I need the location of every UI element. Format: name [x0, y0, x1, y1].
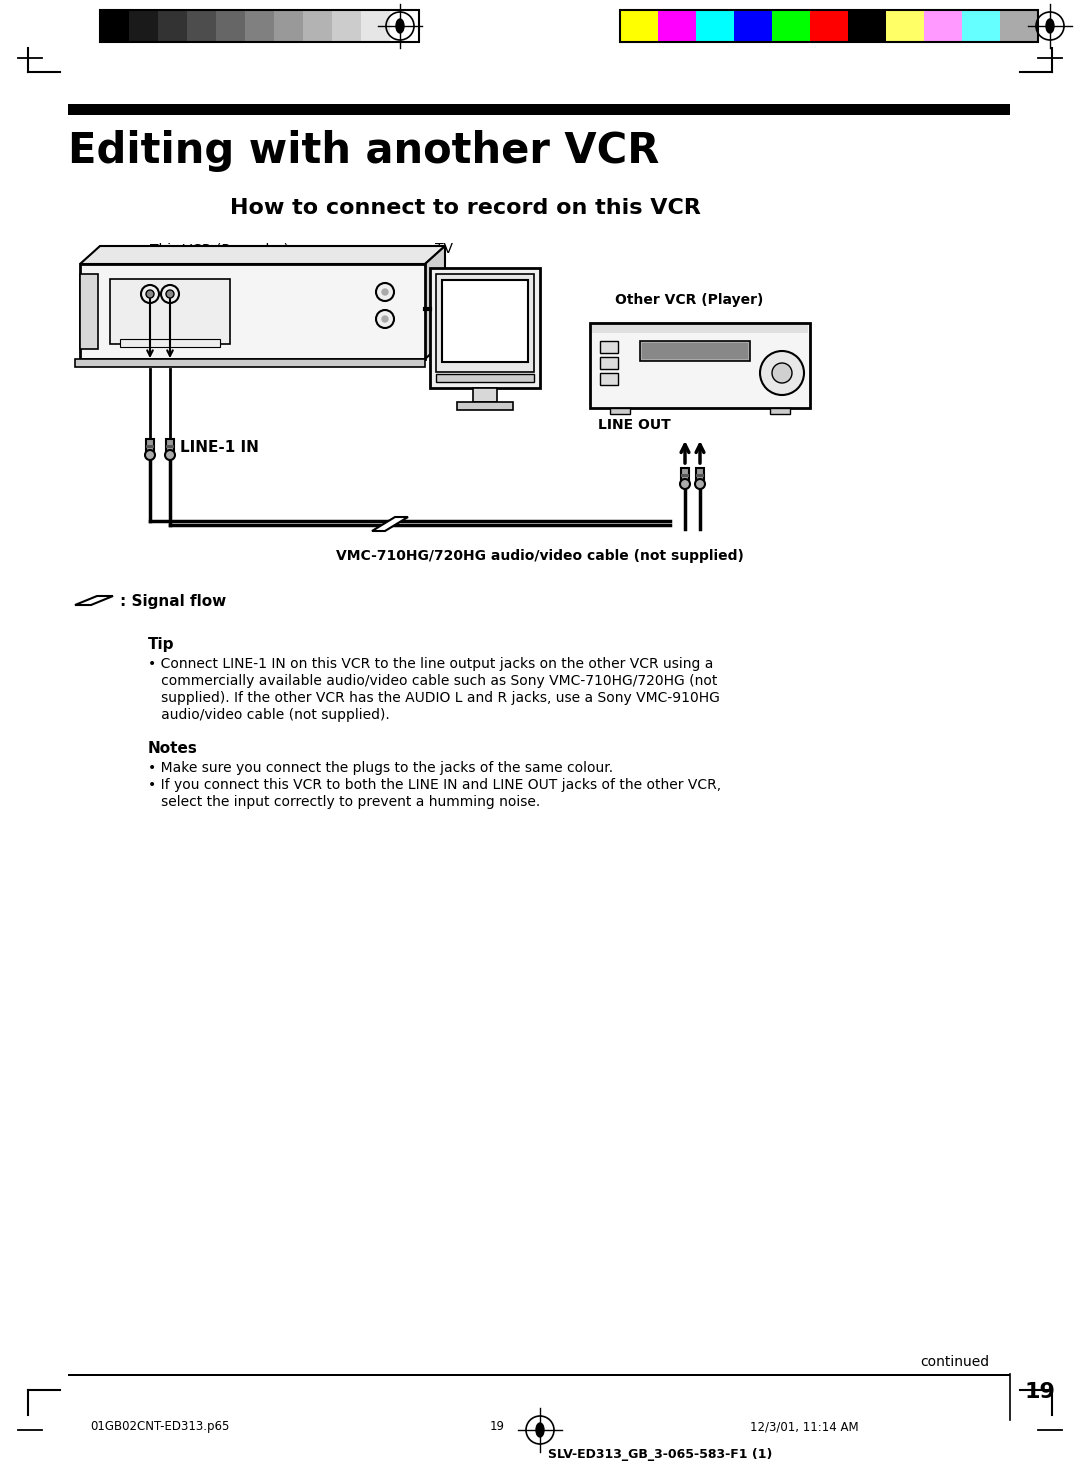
Text: Other VCR (Player): Other VCR (Player)	[615, 293, 764, 307]
Circle shape	[166, 290, 174, 299]
Polygon shape	[80, 246, 445, 263]
Bar	[457, 402, 513, 410]
Bar	[696, 474, 704, 477]
Bar	[146, 446, 154, 449]
Bar	[620, 10, 1038, 43]
Text: Editing with another VCR: Editing with another VCR	[68, 129, 660, 172]
Bar	[68, 104, 1010, 115]
Bar	[681, 468, 689, 484]
Ellipse shape	[1047, 19, 1054, 32]
Bar	[166, 446, 174, 449]
Bar	[75, 359, 426, 366]
Text: 19: 19	[1025, 1381, 1055, 1402]
Bar	[640, 341, 750, 360]
Polygon shape	[426, 246, 445, 359]
Text: LINE-1 IN: LINE-1 IN	[180, 440, 259, 455]
Polygon shape	[75, 596, 113, 605]
Bar	[600, 341, 618, 353]
Bar	[361, 10, 390, 43]
Text: SLV-ED313_GB_3-065-583-F1 (1): SLV-ED313_GB_3-065-583-F1 (1)	[548, 1447, 772, 1461]
Bar	[166, 438, 174, 455]
Ellipse shape	[396, 19, 404, 32]
Circle shape	[161, 285, 179, 303]
Circle shape	[141, 285, 159, 303]
Circle shape	[680, 480, 690, 488]
Bar	[772, 10, 810, 43]
Text: supplied). If the other VCR has the AUDIO L and R jacks, use a Sony VMC-910HG: supplied). If the other VCR has the AUDI…	[148, 691, 720, 705]
Bar	[848, 10, 886, 43]
Bar	[216, 10, 245, 43]
Circle shape	[382, 316, 388, 322]
Bar	[600, 374, 618, 385]
Bar	[80, 263, 426, 359]
Circle shape	[382, 288, 388, 296]
Bar	[590, 324, 810, 407]
Bar	[473, 388, 497, 402]
Polygon shape	[372, 516, 408, 531]
Text: • Connect LINE-1 IN on this VCR to the line output jacks on the other VCR using : • Connect LINE-1 IN on this VCR to the l…	[148, 658, 714, 671]
Bar	[436, 274, 534, 372]
Bar	[274, 10, 303, 43]
Text: select the input correctly to prevent a humming noise.: select the input correctly to prevent a …	[148, 794, 540, 809]
Bar	[962, 10, 1000, 43]
Bar	[430, 268, 540, 388]
Circle shape	[696, 480, 705, 488]
Text: How to connect to record on this VCR: How to connect to record on this VCR	[230, 199, 701, 218]
Bar	[696, 468, 704, 484]
Text: TV: TV	[435, 243, 453, 256]
Circle shape	[146, 290, 154, 299]
Bar	[681, 474, 689, 477]
Bar	[68, 1374, 1010, 1375]
Text: 19: 19	[490, 1420, 505, 1433]
Text: • Make sure you connect the plugs to the jacks of the same colour.: • Make sure you connect the plugs to the…	[148, 761, 613, 775]
Bar	[100, 10, 129, 43]
Text: This VCR (Recorder): This VCR (Recorder)	[150, 243, 289, 256]
Circle shape	[376, 310, 394, 328]
Bar	[436, 374, 534, 382]
Bar	[129, 10, 158, 43]
Text: continued: continued	[920, 1355, 989, 1370]
Bar	[642, 343, 748, 359]
Bar	[620, 10, 658, 43]
Ellipse shape	[536, 1422, 544, 1437]
Bar	[734, 10, 772, 43]
Bar	[924, 10, 962, 43]
Circle shape	[376, 282, 394, 302]
Text: 01GB02CNT-ED313.p65: 01GB02CNT-ED313.p65	[90, 1420, 229, 1433]
Bar	[146, 438, 154, 455]
Bar	[770, 407, 789, 413]
Text: Notes: Notes	[148, 741, 198, 756]
Bar	[592, 325, 808, 332]
Bar	[442, 279, 528, 362]
Text: VMC-710HG/720HG audio/video cable (not supplied): VMC-710HG/720HG audio/video cable (not s…	[336, 549, 744, 563]
Text: • If you connect this VCR to both the LINE IN and LINE OUT jacks of the other VC: • If you connect this VCR to both the LI…	[148, 778, 721, 791]
Circle shape	[145, 450, 156, 460]
Text: : Signal flow: : Signal flow	[120, 593, 226, 609]
Bar	[245, 10, 274, 43]
Bar	[110, 279, 230, 344]
Bar	[886, 10, 924, 43]
Bar	[390, 10, 419, 43]
Bar	[1000, 10, 1038, 43]
Circle shape	[772, 363, 792, 382]
Bar	[80, 274, 98, 349]
Text: commercially available audio/video cable such as Sony VMC-710HG/720HG (not: commercially available audio/video cable…	[148, 674, 717, 688]
Bar	[696, 10, 734, 43]
Bar	[187, 10, 216, 43]
Bar	[332, 10, 361, 43]
Bar	[610, 407, 630, 413]
Bar	[600, 357, 618, 369]
Text: 12/3/01, 11:14 AM: 12/3/01, 11:14 AM	[750, 1420, 859, 1433]
Bar	[158, 10, 187, 43]
Text: LINE OUT: LINE OUT	[598, 418, 671, 432]
Bar	[100, 10, 419, 43]
Bar	[120, 338, 220, 347]
Text: audio/video cable (not supplied).: audio/video cable (not supplied).	[148, 708, 390, 722]
Circle shape	[760, 352, 804, 396]
Circle shape	[165, 450, 175, 460]
Text: Tip: Tip	[148, 637, 175, 652]
Bar	[658, 10, 696, 43]
Bar	[303, 10, 332, 43]
Bar	[810, 10, 848, 43]
